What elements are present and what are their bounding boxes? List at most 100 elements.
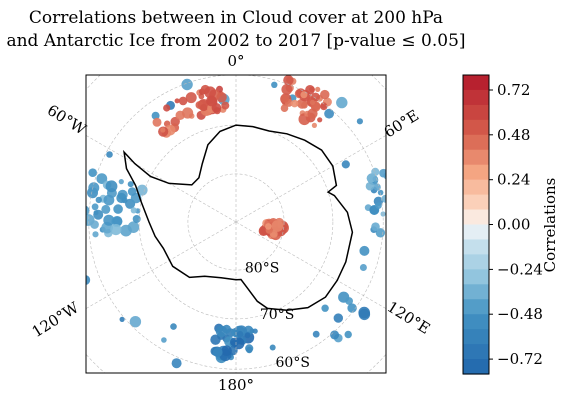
correlation-cell	[321, 304, 329, 312]
correlation-cell	[119, 316, 125, 322]
meridian-line	[86, 135, 237, 223]
correlation-cell	[381, 194, 386, 203]
correlation-cell	[320, 103, 328, 111]
correlation-cell	[406, 187, 415, 196]
correlation-cell	[401, 216, 412, 227]
correlation-cell	[408, 164, 418, 174]
colorbar-label: Correlations	[541, 178, 559, 273]
correlation-cell	[400, 211, 405, 216]
longitude-label: 60°W	[44, 101, 90, 139]
chart-title-line-1: Correlations between in Cloud cover at 2…	[29, 8, 443, 28]
correlation-cell	[336, 96, 348, 109]
colorbar-swatch	[463, 104, 489, 121]
correlation-cell	[379, 168, 386, 178]
colorbar: 0.72 0.48 0.24 0.00 −0.24 −0.48 −0.72 Correlat…	[462, 74, 559, 375]
colorbar-swatch	[463, 224, 489, 241]
correlation-cell	[206, 95, 217, 107]
latitude-circle	[187, 173, 285, 271]
correlation-cell	[170, 323, 177, 330]
correlation-cell	[105, 180, 118, 193]
correlation-cell	[86, 205, 90, 216]
correlation-cell	[221, 101, 230, 110]
correlation-cell	[371, 222, 380, 231]
correlation-cell	[341, 160, 350, 169]
correlation-cell	[359, 245, 370, 256]
correlation-cell	[113, 204, 123, 214]
latitude-label: 60°S	[276, 355, 310, 371]
south-america-coastline	[0, 86, 79, 175]
correlation-cell	[212, 347, 223, 358]
colorbar-swatch	[463, 149, 489, 166]
correlation-cell	[200, 104, 208, 112]
colorbar-tick-label: −0.24	[497, 260, 543, 278]
correlation-cell	[403, 159, 411, 167]
correlation-cell	[388, 231, 399, 242]
colorbar-tick-label: −0.72	[497, 350, 543, 368]
correlation-cell	[397, 222, 404, 229]
chart-title: Correlations between in Cloud cover at 2…	[6, 8, 465, 51]
correlation-cell	[320, 89, 330, 100]
correlation-cell	[127, 187, 137, 196]
correlation-cell	[93, 209, 104, 220]
correlation-cell	[91, 203, 99, 211]
meridian-line	[235, 221, 386, 309]
correlation-cell	[305, 85, 315, 95]
colorbar-swatch	[463, 194, 489, 211]
correlation-cell	[88, 168, 97, 177]
correlation-cell	[280, 104, 289, 112]
correlation-cell	[92, 231, 99, 238]
correlation-cell	[301, 101, 308, 109]
colorbar-swatch	[463, 119, 489, 136]
correlation-cell	[252, 328, 258, 334]
correlation-cell	[181, 78, 193, 91]
correlation-cell	[356, 118, 363, 125]
correlation-cell	[418, 208, 429, 219]
correlation-cell	[96, 173, 108, 185]
correlation-cell	[399, 207, 410, 218]
correlation-cell	[358, 306, 371, 319]
correlation-cell	[315, 86, 321, 92]
correlation-cell	[129, 316, 142, 328]
correlation-cell	[375, 202, 382, 209]
correlation-cell	[415, 185, 427, 197]
correlation-cell	[265, 223, 272, 230]
correlation-cell	[307, 108, 318, 119]
correlation-cell	[244, 332, 251, 339]
correlation-cell	[178, 96, 188, 106]
colorbar-swatch	[463, 359, 489, 375]
colorbar-swatch	[463, 299, 489, 315]
correlation-cell	[204, 86, 217, 99]
correlation-cell	[377, 189, 384, 196]
correlation-cell	[401, 203, 413, 215]
polar-map: 80°S70°S60°S50°S	[0, 75, 429, 373]
correlation-cell	[300, 91, 308, 99]
latitude-label: 70°S	[260, 307, 294, 323]
colorbar-swatch	[463, 209, 489, 226]
correlation-cell	[103, 194, 115, 206]
correlation-cell	[174, 98, 180, 104]
correlation-cell	[359, 264, 367, 271]
colorbar-swatch	[463, 254, 489, 270]
correlation-cell	[330, 330, 340, 340]
map-frame	[85, 74, 387, 374]
longitude-label: 0°	[227, 52, 244, 70]
correlation-cell	[395, 163, 401, 169]
colorbar-tick-label: 0.72	[497, 81, 530, 99]
correlation-cell	[392, 176, 397, 181]
correlation-cell	[160, 127, 166, 133]
correlation-cell	[110, 224, 122, 236]
correlation-cell	[106, 151, 113, 158]
correlation-cell	[390, 227, 395, 232]
meridian-line	[235, 135, 386, 223]
colorbar-swatch	[463, 269, 489, 285]
correlation-cell	[103, 214, 115, 226]
correlation-cell	[182, 107, 194, 119]
correlation-cell	[344, 330, 352, 339]
correlation-cell	[86, 275, 91, 285]
correlation-cell	[397, 214, 408, 225]
correlation-cell	[311, 92, 320, 102]
correlation-cell	[151, 111, 160, 120]
colorbar-tick-label: 0.00	[497, 216, 530, 234]
colorbar-swatch	[463, 329, 489, 345]
